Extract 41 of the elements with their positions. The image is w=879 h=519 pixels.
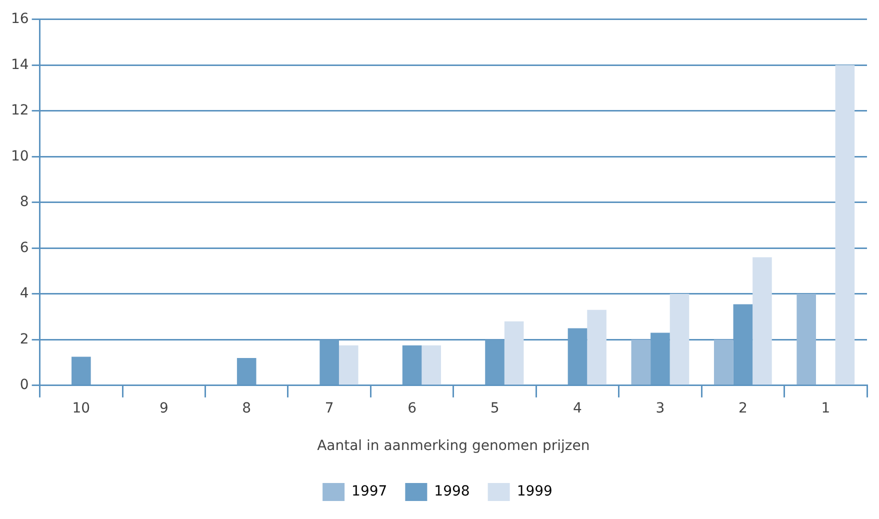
y-tick-label: 14 [10, 56, 29, 73]
bar [504, 321, 524, 385]
bar [236, 358, 256, 385]
bar [752, 257, 772, 385]
bar [568, 328, 588, 385]
x-tick-label: 4 [573, 400, 582, 416]
y-tick-label: 12 [10, 102, 29, 119]
bar [670, 294, 690, 385]
x-tick-label: 1 [821, 400, 830, 416]
bar [338, 345, 358, 385]
x-tick-label: 6 [408, 400, 417, 416]
x-tick-label: 8 [242, 400, 252, 416]
bar [631, 340, 651, 385]
y-tick-label: 0 [20, 377, 29, 394]
x-tick-label: 5 [490, 400, 500, 416]
y-tick-label: 10 [10, 148, 29, 164]
x-tick-label: 3 [656, 400, 665, 416]
bar [650, 332, 670, 385]
bar [485, 340, 504, 385]
x-tick-label: 10 [72, 400, 90, 416]
bar [587, 310, 606, 385]
y-tick-label: 6 [20, 240, 29, 256]
y-tick-label: 2 [20, 331, 29, 348]
y-tick-label: 16 [10, 11, 29, 28]
bar [796, 294, 816, 385]
legend-label: 1997 [352, 484, 388, 500]
legend-label: 1999 [516, 484, 552, 500]
y-tick-label: 4 [20, 286, 29, 302]
bar [714, 340, 734, 385]
bar [835, 65, 855, 385]
x-tick-label: 7 [324, 400, 334, 416]
legend-label: 1998 [434, 484, 470, 500]
y-tick-label: 8 [20, 194, 29, 210]
x-tick-label: 2 [738, 400, 748, 416]
bar [72, 356, 91, 385]
bar [320, 340, 339, 385]
bar [733, 304, 753, 385]
x-axis-title: Aantal in aanmerking genomen prijzen [317, 438, 590, 454]
bar [402, 345, 422, 385]
x-tick-label: 9 [159, 400, 168, 416]
bar [422, 345, 441, 385]
